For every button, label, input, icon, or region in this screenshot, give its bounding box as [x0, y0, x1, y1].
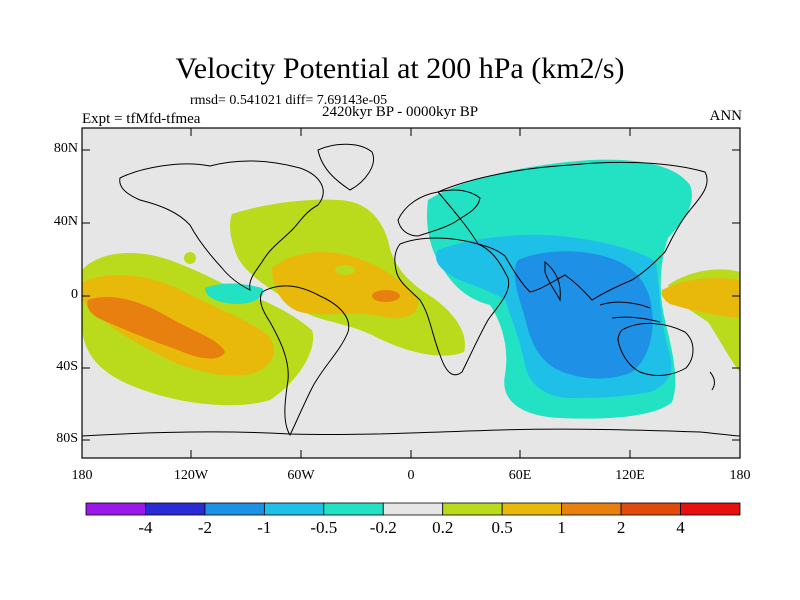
season-label: ANN — [709, 108, 743, 124]
coast-greenland — [317, 143, 374, 191]
colorbar-swatch — [501, 502, 563, 516]
positive-core-westpacific — [661, 278, 740, 318]
colorbar-label: -1 — [257, 518, 272, 537]
coast-south-america — [259, 285, 350, 437]
colorbar-label: 0.5 — [491, 518, 513, 537]
coast-new-zealand — [709, 371, 715, 391]
colorbar-swatch — [442, 502, 503, 516]
colorbar-swatch — [382, 502, 444, 516]
positive-spot — [184, 252, 196, 264]
colorbar-swatch — [561, 502, 622, 516]
colorbar — [85, 502, 741, 516]
colorbar-swatch — [204, 502, 265, 516]
coast-north-america — [119, 160, 324, 291]
colorbar-swatch — [145, 502, 206, 516]
colorbar-swatch — [85, 502, 146, 516]
map-field — [82, 128, 740, 458]
colorbar-swatch — [620, 502, 681, 516]
lon-label-120e: 120E — [615, 468, 645, 483]
colorbar-label: 2 — [616, 518, 626, 537]
negative-spot-pacific — [205, 283, 264, 304]
light-spot — [335, 265, 355, 275]
colorbar-swatch — [263, 502, 325, 516]
colorbar-label: -2 — [197, 518, 212, 537]
coastlines — [82, 143, 740, 437]
experiment-label: Expt = tfMfd-tfmea — [82, 111, 201, 127]
colorbar-label: 0.2 — [432, 518, 454, 537]
lon-label-60e: 60E — [508, 468, 532, 483]
lat-label-0: 0 — [71, 287, 78, 302]
colorbar-swatch — [323, 502, 384, 516]
positive-core-atlantic — [272, 252, 419, 319]
axis-ticks — [82, 128, 740, 458]
stats-text: rmsd= 0.541021 diff= 7.69143e-05 — [190, 93, 388, 108]
coast-asia — [437, 161, 708, 301]
negative-core — [514, 251, 653, 379]
lon-label-180e: 180 — [729, 468, 751, 483]
lon-label-180w: 180 — [71, 468, 93, 483]
positive-peak-atlantic — [372, 290, 400, 302]
lat-label-80s: 80S — [56, 431, 78, 446]
lon-label-60w: 60W — [287, 468, 315, 483]
colorbar-label: -4 — [138, 518, 153, 537]
colorbar-label: -0.5 — [310, 518, 338, 537]
coast-europe — [397, 189, 481, 237]
coast-africa — [394, 237, 510, 376]
map-title: Velocity Potential at 200 hPa (km2/s) — [175, 52, 625, 85]
lat-label-40s: 40S — [56, 359, 78, 374]
period-label: 2420kyr BP - 0000kyr BP — [322, 104, 479, 120]
colorbar-label: 4 — [676, 518, 685, 537]
coast-australia — [617, 322, 694, 376]
lat-label-40n: 40N — [53, 214, 78, 229]
colorbar-label: -0.2 — [369, 518, 397, 537]
coast-indonesia — [599, 301, 661, 323]
positive-peak-pacific — [87, 296, 225, 359]
colorbar-label: 1 — [557, 518, 566, 537]
colorbar-swatch — [680, 502, 741, 516]
lon-label-120w: 120W — [173, 468, 209, 483]
coast-antarctica — [82, 428, 740, 437]
coast-india — [544, 260, 561, 302]
lat-label-80n: 80N — [53, 141, 78, 156]
lon-label-0: 0 — [407, 468, 415, 483]
